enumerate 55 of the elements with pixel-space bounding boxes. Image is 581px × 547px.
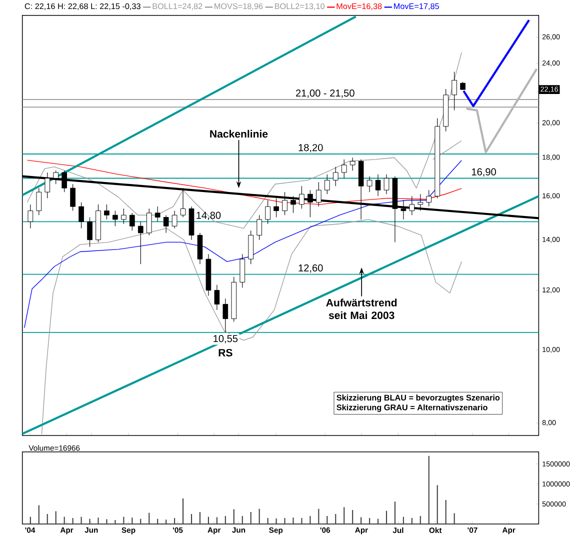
candlestick — [452, 71, 457, 111]
candlestick — [282, 192, 288, 216]
candlestick — [426, 190, 432, 207]
legend-label: BOLL2=13,10 — [274, 3, 324, 10]
candlestick — [138, 221, 144, 264]
candlestick — [265, 200, 270, 224]
annotation: Skizzierung BLAU = bevorzugtes Szenario — [336, 394, 500, 402]
candlestick — [104, 204, 110, 220]
candlestick — [341, 159, 347, 178]
candlestick — [87, 216, 92, 248]
candlestick — [316, 182, 322, 207]
annotation: Skizzierung GRAU = Alternativszenario — [336, 404, 488, 412]
legend-label: BOLL1=24,82 — [152, 3, 202, 10]
annotation: 14,80 — [196, 212, 221, 220]
legend-label: MovE=17,85 — [394, 3, 439, 10]
candlestick — [256, 214, 262, 240]
candlestick — [214, 284, 220, 310]
annotation: 16,90 — [472, 168, 496, 177]
annotation: 12,60 — [298, 264, 323, 273]
candlestick — [366, 176, 372, 192]
candlestick — [299, 186, 304, 209]
annotation: Aufwärtstrend seit Mai 2003 — [326, 298, 397, 320]
candlestick — [172, 210, 178, 229]
annotation: 10,55 — [214, 334, 238, 344]
candlestick — [36, 188, 42, 216]
candlestick — [28, 204, 34, 229]
annotation: RS — [218, 348, 232, 356]
candlestick — [290, 196, 296, 214]
line-series — [465, 68, 538, 154]
annotation: Nackenlinie — [210, 130, 268, 138]
chart-title: C: 22,16 H: 22,68 L: 22,15 -0,33 — [24, 3, 140, 10]
candlestick — [70, 184, 76, 212]
candlestick — [375, 174, 381, 196]
candlestick — [146, 208, 152, 236]
candlestick — [163, 214, 169, 234]
candlestick — [78, 202, 84, 229]
candlestick — [350, 157, 356, 171]
candlestick — [222, 298, 228, 333]
candlestick — [121, 208, 126, 224]
line-series — [24, 160, 462, 328]
candlestick — [130, 212, 135, 231]
candlestick — [197, 232, 203, 264]
candlestick — [154, 206, 160, 222]
candlestick — [418, 194, 424, 212]
candlestick — [332, 166, 338, 186]
legend-label: MovE=16,38 — [336, 3, 382, 10]
candlestick — [324, 174, 330, 194]
candlestick — [112, 210, 118, 226]
candlestick — [240, 254, 246, 288]
annotation: 18,20 — [298, 144, 323, 152]
candlestick — [248, 230, 254, 264]
candlestick — [384, 174, 390, 194]
legend-label: MOVS=18,96 — [214, 3, 263, 10]
candlestick — [409, 196, 415, 216]
annotation: 21,00 - 21,50 — [296, 89, 354, 98]
